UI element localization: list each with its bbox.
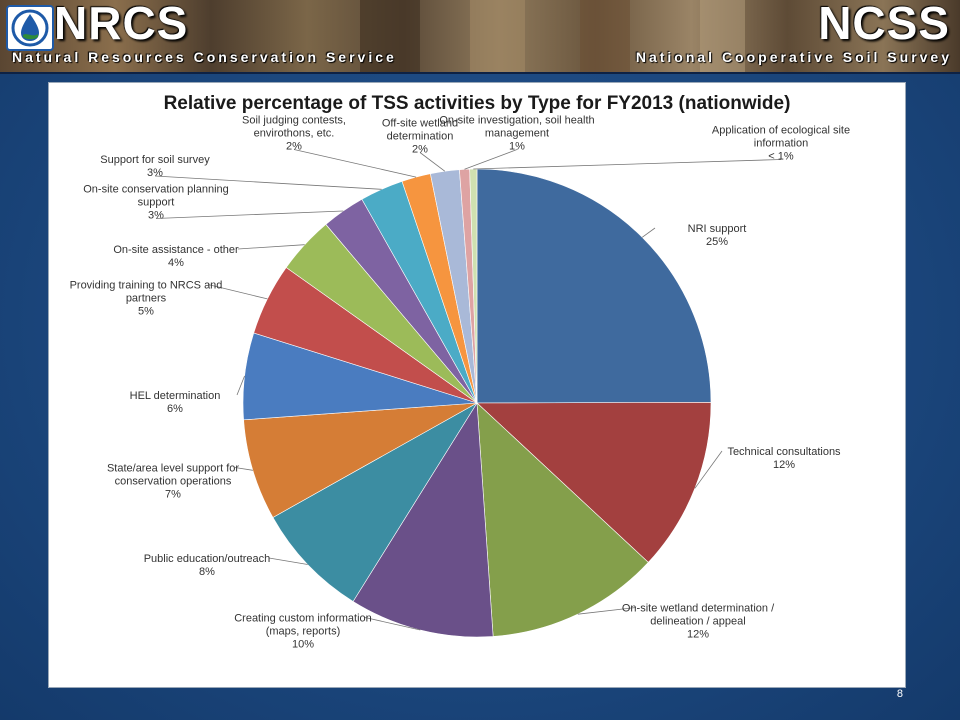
pie-chart: NRI support 25% Technical consultations 12%… xyxy=(70,115,851,651)
agency-acronym: NRCS xyxy=(54,0,189,49)
pie-slice xyxy=(476,402,649,637)
leader-line xyxy=(641,227,656,238)
data-label: Providing training to NRCS and partners 5% xyxy=(70,280,223,318)
pie-slice xyxy=(243,402,478,518)
data-label: On-site conservation planning support 3% xyxy=(83,184,229,222)
data-label: Technical consultations 12% xyxy=(727,446,841,471)
pie-slice xyxy=(476,168,712,404)
leader-line xyxy=(293,149,417,178)
program-name: National Cooperative Soil Survey xyxy=(635,49,952,65)
data-label: Support for soil survey 3% xyxy=(100,154,210,179)
data-label: Public education/outreach 8% xyxy=(144,553,271,578)
leader-line xyxy=(237,244,305,250)
data-label: On-site investigation, soil health manage… xyxy=(439,115,594,153)
leader-line xyxy=(207,284,268,300)
soil-photo-strip xyxy=(700,0,745,72)
water-drop-icon xyxy=(6,5,54,51)
leader-line xyxy=(464,149,518,170)
pie-slice xyxy=(352,402,494,638)
chart-panel: NRI support 25% Technical consultations 12%… xyxy=(48,82,906,688)
chart-title: Relative percentage of TSS activities by… xyxy=(163,93,791,114)
leader-line xyxy=(155,210,344,219)
data-label: Application of ecological site informatio… xyxy=(712,125,850,163)
leader-line xyxy=(473,159,782,170)
program-acronym: NCSS xyxy=(818,0,950,49)
soil-photo-strip xyxy=(580,0,630,72)
leader-line xyxy=(236,375,245,396)
header-banner: NRCS Natural Resources Conservation Serv… xyxy=(0,0,960,74)
data-label: State/area level support for conservation… xyxy=(107,463,239,501)
leader-line xyxy=(154,175,382,190)
data-label: Creating custom information (maps, report… xyxy=(234,613,372,651)
soil-photo-strip xyxy=(470,0,525,72)
leader-line xyxy=(577,607,637,615)
slide-number: 8 xyxy=(896,688,903,700)
data-label: On-site wetland determination / delineati… xyxy=(622,603,775,641)
data-label: On-site assistance - other 4% xyxy=(113,244,239,269)
leader-line xyxy=(268,557,308,565)
data-label: NRI support 25% xyxy=(688,223,747,248)
leader-line xyxy=(694,450,723,489)
soil-photo-strip xyxy=(360,0,420,72)
data-label: Off-site wetland determination 2% xyxy=(382,118,458,156)
data-label: Soil judging contests, envirothons, etc. 2… xyxy=(242,115,346,153)
data-label: HEL determination 6% xyxy=(130,390,221,415)
leader-line xyxy=(364,617,421,631)
leader-line xyxy=(234,467,253,471)
leader-line xyxy=(419,152,446,172)
agency-name: Natural Resources Conservation Service xyxy=(12,49,397,65)
